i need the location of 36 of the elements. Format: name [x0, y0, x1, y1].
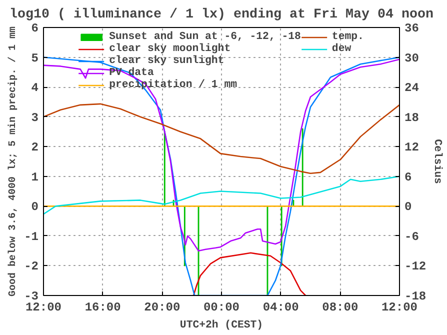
y2-tick-label: -12 — [404, 260, 426, 274]
y-tick-label: 2 — [31, 140, 38, 155]
y2-tick-label: -18 — [404, 290, 426, 304]
x-tick-label: 04:00 — [262, 300, 299, 314]
y-tick-label: -2 — [24, 260, 39, 274]
chart-title: log10 ( illuminance / 1 lx) ending at Fri May 04 noon — [10, 8, 434, 22]
legend-label: dew — [332, 43, 352, 55]
legend-label: temp. — [332, 31, 364, 43]
x-axis-title: UTC+2h (CEST) — [180, 320, 264, 332]
y2-tick-label: 24 — [404, 81, 419, 96]
y2-tick-label: -6 — [404, 230, 419, 244]
legend-label: Sunset and Sun at -6, -12, -18 — [109, 31, 301, 43]
x-tick-label: 08:00 — [322, 300, 358, 314]
y2-tick-label: 36 — [404, 22, 419, 36]
y-tick-label: -3 — [24, 290, 39, 304]
legend-label: clear sky moonlight — [109, 43, 231, 55]
y-tick-label: -1 — [24, 230, 39, 244]
y-tick-label: 1 — [31, 170, 38, 184]
x-tick-label: 00:00 — [203, 300, 240, 314]
y2-tick-label: 18 — [404, 110, 419, 125]
y2-tick-label: 0 — [404, 200, 412, 214]
y-axis-title: Good below 3.6, 4000 lx; 5 min precip. / 1 mm — [7, 26, 20, 297]
x-tick-label: 16:00 — [84, 300, 121, 314]
y-tick-label: 6 — [31, 22, 38, 36]
y-tick-label: 4 — [31, 81, 38, 96]
y2-axis-title: Celsius — [431, 139, 444, 184]
legend-label: clear sky sunlight — [109, 55, 224, 67]
y-tick-label: 0 — [31, 200, 38, 214]
x-tick-label: 12:00 — [25, 300, 62, 314]
x-tick-label: 12:00 — [381, 300, 418, 314]
y-tick-label: 5 — [31, 51, 38, 66]
y-tick-label: 3 — [31, 110, 38, 125]
x-tick-label: 20:00 — [144, 300, 180, 314]
y2-tick-label: 12 — [404, 140, 419, 155]
y2-tick-label: 6 — [404, 170, 412, 184]
y2-tick-label: 30 — [404, 51, 419, 66]
